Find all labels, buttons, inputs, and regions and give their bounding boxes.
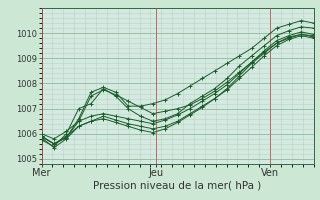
X-axis label: Pression niveau de la mer( hPa ): Pression niveau de la mer( hPa ) [93,181,262,191]
